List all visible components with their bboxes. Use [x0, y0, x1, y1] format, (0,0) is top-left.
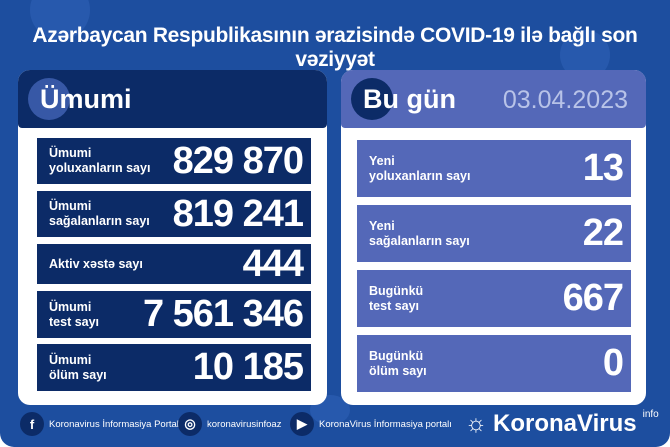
stat-value: 10 185 — [192, 346, 304, 388]
today-header: Bu gün 03.04.2023 — [341, 70, 646, 128]
stat-label: Ümumi ölüm sayı — [49, 352, 107, 382]
brand-sup: info — [642, 408, 659, 420]
youtube-link[interactable]: ▶ KoronaVirus İnformasiya portalı — [290, 412, 452, 436]
stat-row: Ümumi ölüm sayı 10 185 — [37, 344, 311, 391]
virus-icon — [28, 78, 70, 120]
sun-virus-icon: ☼ — [465, 410, 487, 437]
stat-label: Ümumi yoluxanların sayı — [49, 146, 151, 175]
stat-label: Yeni sağalanların sayı — [369, 218, 470, 248]
facebook-link[interactable]: f Koronavirus İnformasiya Portalı — [20, 412, 182, 436]
instagram-link[interactable]: ◎ koronavirusinfoaz — [178, 412, 281, 436]
stat-value: 7 561 346 — [142, 293, 304, 335]
footer: f Koronavirus İnformasiya Portalı ◎ korona… — [0, 408, 670, 440]
stat-value: 819 241 — [172, 192, 304, 235]
stat-label: Yeni yoluxanların sayı — [369, 153, 471, 183]
stat-value: 0 — [602, 342, 624, 384]
today-panel: Bu gün 03.04.2023 Yeni yoluxanların sayı… — [341, 70, 646, 405]
stat-value: 13 — [582, 147, 624, 189]
stat-row: Yeni yoluxanların sayı 13 — [357, 140, 631, 197]
stat-label: Ümumi test sayı — [49, 299, 100, 329]
youtube-icon: ▶ — [290, 412, 314, 436]
stat-row: Aktiv xəstə sayı 444 — [37, 242, 311, 285]
stat-label: Bugünkü ölüm sayı — [369, 348, 427, 378]
today-heading: Bu gün — [363, 84, 456, 114]
youtube-label: KoronaVirus İnformasiya portalı — [319, 418, 452, 430]
stat-row: Bugünkü test sayı 667 — [357, 270, 631, 327]
brand-logo: ☼ KoronaVirus info — [465, 408, 659, 438]
facebook-label: Koronavirus İnformasiya Portalı — [49, 418, 182, 430]
facebook-icon: f — [20, 412, 44, 436]
total-header: Ümumi — [18, 70, 327, 128]
date: 03.04.2023 — [502, 86, 628, 114]
instagram-icon: ◎ — [178, 412, 202, 436]
page-title: Azərbaycan Respublikasının ərazisində CO… — [32, 24, 638, 71]
stat-value: 667 — [562, 277, 624, 319]
stat-row: Ümumi yoluxanların sayı 829 870 — [37, 138, 311, 184]
virus-icon — [351, 78, 393, 120]
stat-row: Ümumi sağalanların sayı 819 241 — [37, 191, 311, 237]
brand-name: KoronaVirus — [493, 410, 637, 437]
total-heading: Ümumi — [40, 84, 132, 114]
stat-row: Ümumi test sayı 7 561 346 — [37, 291, 311, 338]
stat-row: Yeni sağalanların sayı 22 — [357, 205, 631, 262]
stat-value: 22 — [582, 212, 624, 254]
stat-label: Bugünkü test sayı — [369, 283, 424, 313]
stat-row: Bugünkü ölüm sayı 0 — [357, 335, 631, 392]
instagram-label: koronavirusinfoaz — [207, 418, 282, 430]
stat-value: 444 — [242, 242, 304, 285]
total-panel: Ümumi Ümumi yoluxanların sayı 829 870 Ümu… — [18, 70, 327, 405]
stat-label: Ümumi sağalanların sayı — [49, 199, 150, 228]
stat-label: Aktiv xəstə sayı — [49, 256, 143, 271]
stat-value: 829 870 — [172, 139, 304, 182]
